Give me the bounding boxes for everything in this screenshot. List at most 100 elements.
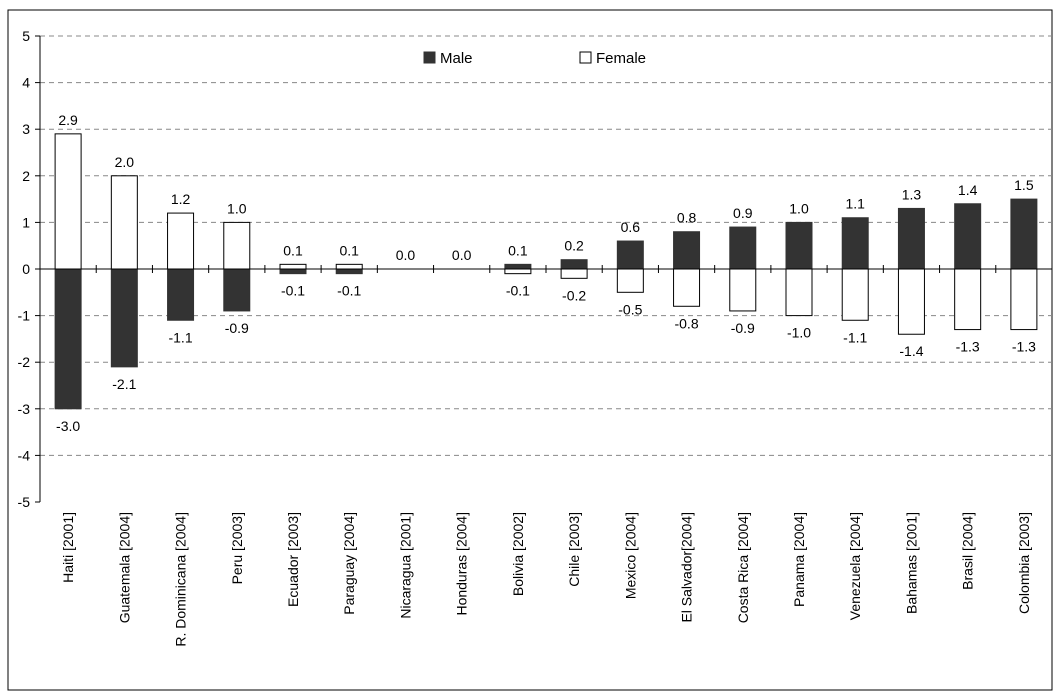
bar-female xyxy=(279,263,307,270)
bar-female xyxy=(673,268,701,307)
bars xyxy=(54,133,1038,410)
data-label-top: 0.1 xyxy=(283,242,303,258)
data-label-top: 0.2 xyxy=(564,238,584,254)
x-tick-label: Bolivia [2002] xyxy=(510,512,526,596)
bar-female xyxy=(167,212,195,270)
bar-female xyxy=(223,221,251,270)
data-label-bottom: -1.3 xyxy=(956,339,980,355)
y-tick-label: 5 xyxy=(22,28,30,44)
bar-female xyxy=(54,133,82,270)
y-tick-label: -2 xyxy=(18,354,31,370)
data-label-top: 0.0 xyxy=(396,247,416,263)
bar-male xyxy=(673,231,701,270)
data-label-bottom: -0.1 xyxy=(506,283,530,299)
x-tick-label: R. Dominicana [2004] xyxy=(173,512,189,647)
data-label-top: 1.0 xyxy=(789,200,809,216)
data-label-bottom: -0.5 xyxy=(618,301,642,317)
data-label-bottom: -1.1 xyxy=(168,329,192,345)
bar-male xyxy=(785,221,813,270)
x-tick-label: Panama [2004] xyxy=(791,512,807,607)
x-tick-label: Mexico [2004] xyxy=(622,512,638,599)
data-label-bottom: -0.9 xyxy=(731,320,755,336)
data-label-bottom: -0.8 xyxy=(674,315,698,331)
bar-female xyxy=(729,268,757,312)
bar-male xyxy=(54,268,82,410)
bar-male xyxy=(616,240,644,270)
data-label-bottom: -0.2 xyxy=(562,287,586,303)
x-tick-label: Ecuador [2003] xyxy=(285,512,301,607)
x-tick-label: Guatemala [2004] xyxy=(116,512,132,623)
gridlines xyxy=(40,35,1052,456)
y-tick-label: -4 xyxy=(18,447,31,463)
data-label-top: 1.3 xyxy=(902,186,922,202)
data-label-top: 0.0 xyxy=(452,247,472,263)
bar-male xyxy=(335,268,363,275)
x-tick-label: Nicaragua [2001] xyxy=(397,512,413,619)
bar-male xyxy=(560,259,588,270)
legend: Male Female xyxy=(423,50,646,67)
y-tick-label: -3 xyxy=(18,401,31,417)
bar-female xyxy=(504,268,532,275)
legend-male-label: Male xyxy=(440,50,473,67)
legend-female-label: Female xyxy=(596,50,646,67)
y-tick-label: -5 xyxy=(18,494,31,510)
y-axis: 5 4 3 2 1 0 -1 -2 -3 -4 -5 xyxy=(18,28,41,510)
x-tick-label: Honduras [2004] xyxy=(454,512,470,616)
bar-female xyxy=(897,268,925,335)
x-tick-label: Bahamas [2001] xyxy=(903,512,919,614)
y-tick-label: 3 xyxy=(22,121,30,137)
y-tick-label: 4 xyxy=(22,75,30,91)
bar-female xyxy=(954,268,982,331)
data-label-bottom: -2.1 xyxy=(112,376,136,392)
y-tick-label: 1 xyxy=(22,214,30,230)
x-tick-label: Chile [2003] xyxy=(566,512,582,587)
bar-male xyxy=(897,207,925,270)
bar-male xyxy=(504,263,532,270)
data-labels: 2.9 -3.0 2.0 -2.1 1.2 -1.1 1.0 -0.9 0.1 -0.1 0.1 -0… xyxy=(56,112,1036,434)
y-tick-label: 0 xyxy=(22,261,30,277)
data-label-top: 0.1 xyxy=(508,242,528,258)
x-tick-label: Paraguay [2004] xyxy=(341,512,357,615)
bar-male xyxy=(1010,198,1038,270)
legend-female-swatch xyxy=(579,51,592,64)
data-label-bottom: -1.4 xyxy=(899,343,923,359)
x-tick-label: El Salvador[2004] xyxy=(679,512,695,623)
data-label-top: 1.2 xyxy=(171,191,191,207)
x-tick-label: Venezuela [2004] xyxy=(847,512,863,620)
data-label-bottom: -1.0 xyxy=(787,325,811,341)
chart-frame xyxy=(7,9,1053,691)
bar-male xyxy=(729,226,757,270)
x-tick-label: Costa Rica [2004] xyxy=(735,512,751,623)
bar-female xyxy=(841,268,869,321)
bar-female xyxy=(1010,268,1038,331)
data-label-bottom: -3.0 xyxy=(56,418,80,434)
legend-male-swatch xyxy=(423,51,436,64)
bar-male xyxy=(167,268,195,321)
data-label-top: 2.9 xyxy=(58,112,78,128)
bar-female xyxy=(785,268,813,317)
data-label-top: 1.0 xyxy=(227,200,247,216)
data-label-top: 1.4 xyxy=(958,182,978,198)
x-tick-label: Peru [2003] xyxy=(229,512,245,584)
y-tick-label: 2 xyxy=(22,168,30,184)
x-tick-label: Brasil [2004] xyxy=(960,512,976,590)
data-label-bottom: -0.9 xyxy=(225,320,249,336)
data-label-top: 0.9 xyxy=(733,205,753,221)
bar-male xyxy=(110,268,138,368)
data-label-top: 0.6 xyxy=(621,219,641,235)
data-label-bottom: -0.1 xyxy=(281,283,305,299)
bar-female xyxy=(335,263,363,270)
x-tick-label: Colombia [2003] xyxy=(1016,512,1032,614)
bar-female xyxy=(560,268,588,279)
data-label-top: 1.5 xyxy=(1014,177,1034,193)
bar-female xyxy=(110,175,138,270)
x-tick-label: Haiti [2001] xyxy=(60,512,76,583)
data-label-bottom: -1.1 xyxy=(843,329,867,345)
data-label-top: 0.1 xyxy=(339,242,359,258)
data-label-top: 2.0 xyxy=(115,154,135,170)
data-label-bottom: -0.1 xyxy=(337,283,361,299)
bar-male xyxy=(954,203,982,270)
bar-female xyxy=(616,268,644,293)
bar-male xyxy=(841,217,869,270)
